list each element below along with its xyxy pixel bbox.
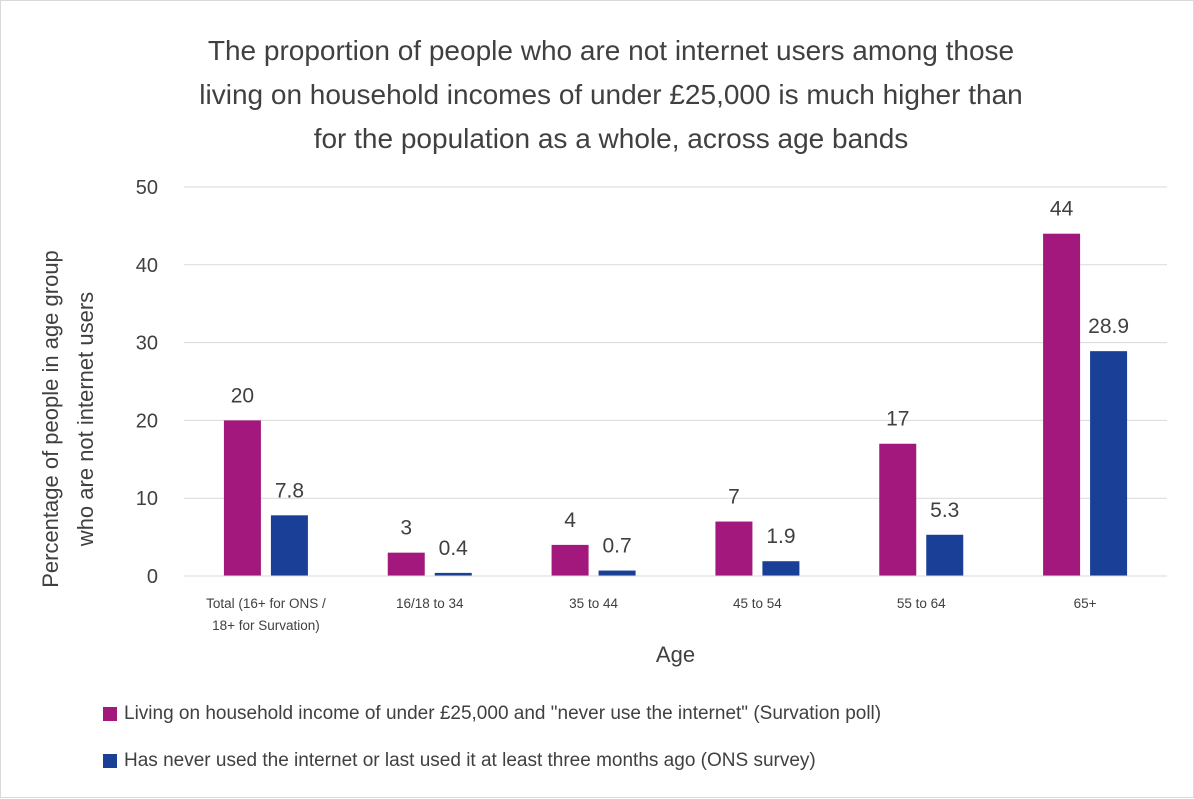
y-tick-label: 0	[147, 566, 158, 588]
data-label-series-1: 20	[231, 384, 254, 407]
chart-title: The proportion of people who are not int…	[61, 29, 1161, 161]
y-tick-label: 30	[136, 333, 158, 355]
legend-item-series-2: Has never used the internet or last used…	[103, 748, 881, 774]
legend: Living on household income of under £25,…	[103, 701, 881, 795]
data-label-series-1: 7	[728, 486, 740, 509]
bar-series-2	[434, 572, 472, 576]
legend-swatch-series-1	[103, 707, 117, 721]
x-tick-label: Total (16+ for ONS /	[206, 596, 326, 611]
gridlines	[184, 186, 1167, 499]
bar-series-1	[223, 420, 261, 576]
x-tick-label: 55 to 64	[897, 596, 946, 611]
bar-series-1	[1043, 233, 1081, 576]
bar-series-1	[387, 552, 425, 576]
y-axis-title: Percentage of people in age group who are…	[38, 250, 98, 588]
x-tick-label: 35 to 44	[569, 596, 618, 611]
data-label-series-1: 4	[564, 509, 576, 532]
x-tick-label: 18+ for Survation)	[212, 618, 320, 633]
bar-series-1	[715, 521, 753, 576]
y-tick-label: 20	[136, 410, 158, 432]
bars	[223, 233, 1128, 576]
y-tick-label: 40	[136, 255, 158, 277]
x-axis-ticks: Total (16+ for ONS / 18+ for Survation) 16…	[206, 596, 1097, 633]
y-axis-ticks: 0 10 20 30 40 50	[136, 177, 158, 588]
data-label-series-2: 0.4	[439, 537, 469, 560]
data-label-series-1: 17	[886, 408, 909, 431]
data-label-series-1: 3	[400, 517, 412, 540]
x-axis-title: Age	[656, 642, 695, 667]
chart-title-line: The proportion of people who are not int…	[207, 35, 1015, 66]
legend-item-series-1: Living on household income of under £25,…	[103, 701, 881, 727]
y-axis-title-line: who are not internet users	[73, 292, 98, 547]
x-tick-label: 45 to 54	[733, 596, 782, 611]
x-tick-label: 65+	[1074, 596, 1097, 611]
legend-label-series-2: Has never used the internet or last used…	[124, 750, 816, 771]
legend-label-series-1: Living on household income of under £25,…	[124, 703, 882, 724]
data-label-series-1: 44	[1050, 198, 1074, 221]
y-axis-title-line: Percentage of people in age group	[38, 250, 63, 588]
bar-series-1	[551, 544, 589, 576]
data-label-series-2: 7.8	[275, 479, 304, 502]
data-label-series-2: 28.9	[1088, 315, 1129, 338]
data-labels: 20 7.8 3 0.4 4 0.7 7 1.9 17 5.3 44 28.9	[231, 198, 1129, 560]
legend-swatch-series-2	[103, 754, 117, 768]
bar-series-2	[270, 515, 308, 576]
y-tick-label: 50	[136, 177, 158, 199]
bar-series-2	[598, 570, 636, 576]
bar-series-2	[762, 561, 800, 576]
chart-title-line: living on household incomes of under £25…	[199, 79, 1023, 110]
bar-series-2	[1090, 351, 1128, 576]
chart-title-line: for the population as a whole, across ag…	[313, 123, 909, 154]
bar-series-1	[879, 443, 917, 576]
data-label-series-2: 5.3	[930, 499, 959, 522]
data-label-series-2: 1.9	[766, 525, 795, 548]
data-label-series-2: 0.7	[602, 535, 631, 558]
bar-series-2	[926, 534, 964, 576]
y-tick-label: 10	[136, 488, 158, 510]
x-tick-label: 16/18 to 34	[396, 596, 464, 611]
